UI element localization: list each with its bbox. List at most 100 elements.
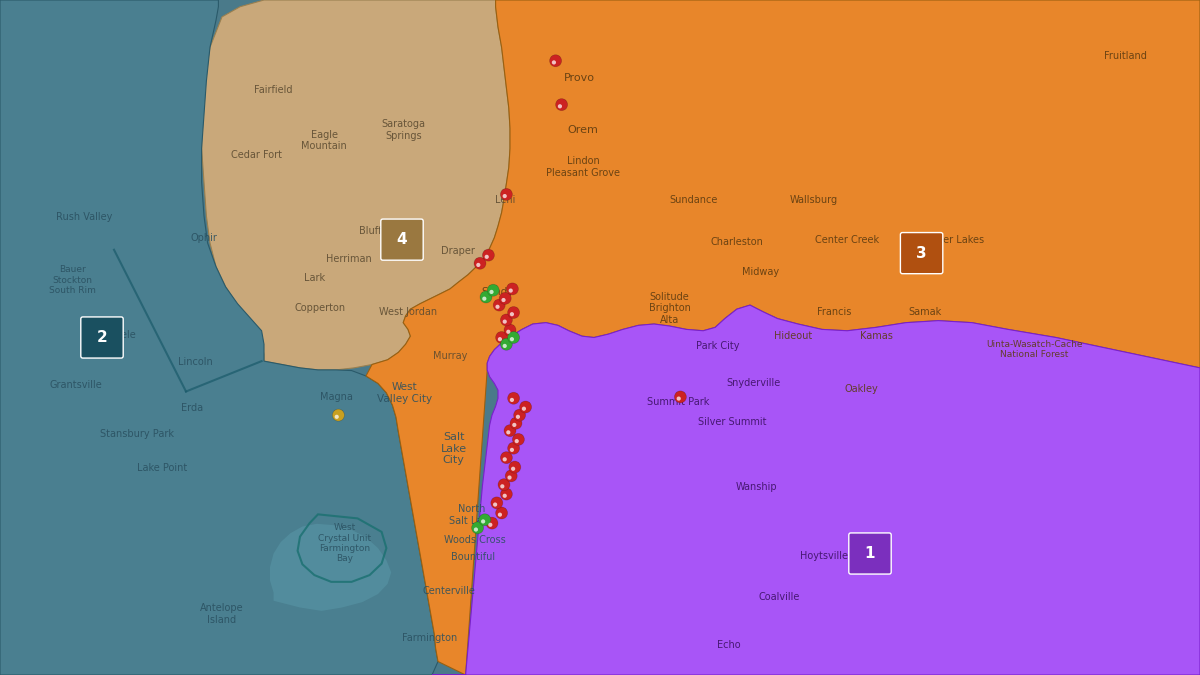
Circle shape (510, 312, 514, 317)
Ellipse shape (498, 332, 506, 334)
Text: Wanship: Wanship (736, 483, 776, 492)
Circle shape (481, 519, 485, 524)
Circle shape (514, 409, 526, 421)
Circle shape (493, 502, 497, 507)
Circle shape (522, 406, 526, 411)
Text: West
Valley City: West Valley City (377, 382, 432, 404)
Circle shape (510, 398, 514, 402)
Circle shape (490, 290, 493, 294)
Text: Summit Park: Summit Park (647, 397, 709, 406)
Text: Snyderville: Snyderville (726, 379, 781, 388)
Ellipse shape (480, 514, 490, 516)
Text: Grantsville: Grantsville (49, 380, 102, 389)
Circle shape (516, 414, 520, 419)
Text: Charleston: Charleston (710, 237, 763, 246)
Ellipse shape (552, 55, 560, 57)
Text: Erda: Erda (181, 404, 203, 413)
Text: Park City: Park City (696, 342, 739, 351)
Circle shape (502, 298, 505, 302)
Ellipse shape (487, 518, 497, 520)
Ellipse shape (510, 332, 518, 334)
Ellipse shape (502, 293, 509, 295)
Text: Herriman: Herriman (326, 254, 372, 264)
Text: Eagle
Mountain: Eagle Mountain (301, 130, 347, 151)
Ellipse shape (498, 508, 506, 510)
Circle shape (508, 442, 520, 454)
Text: Lindon: Lindon (566, 156, 600, 165)
Circle shape (512, 423, 516, 427)
Circle shape (558, 104, 562, 109)
Text: Cedar Fort: Cedar Fort (232, 151, 282, 160)
Ellipse shape (490, 285, 498, 287)
Text: Draper: Draper (442, 246, 475, 256)
Text: Wallsburg: Wallsburg (790, 196, 838, 205)
Circle shape (674, 391, 686, 403)
Ellipse shape (503, 315, 511, 317)
Circle shape (498, 337, 502, 342)
Circle shape (500, 488, 512, 500)
Text: 4: 4 (397, 232, 407, 247)
Ellipse shape (510, 393, 518, 395)
Circle shape (510, 417, 522, 429)
Text: Farmington: Farmington (402, 633, 457, 643)
Text: Provo: Provo (564, 73, 595, 82)
Text: Bauer
Stockton
South Rim: Bauer Stockton South Rim (48, 265, 96, 295)
Circle shape (508, 331, 520, 344)
Text: Copperton: Copperton (295, 303, 346, 313)
Text: Samak: Samak (908, 307, 942, 317)
Circle shape (496, 331, 508, 344)
Ellipse shape (514, 434, 523, 436)
Ellipse shape (510, 443, 518, 445)
Circle shape (509, 288, 512, 293)
Text: Sundance: Sundance (670, 196, 718, 205)
Circle shape (511, 466, 515, 471)
Text: Lehi: Lehi (496, 195, 515, 205)
Ellipse shape (503, 189, 511, 191)
Ellipse shape (492, 497, 502, 499)
Polygon shape (432, 305, 1200, 675)
Text: Tooele: Tooele (104, 331, 136, 340)
Ellipse shape (334, 410, 343, 412)
Ellipse shape (521, 402, 530, 404)
Text: Orem: Orem (568, 125, 599, 134)
Text: 1: 1 (865, 546, 875, 561)
Circle shape (499, 292, 511, 304)
Text: Salt
Lake
City: Salt Lake City (440, 432, 467, 466)
Text: Fruitland: Fruitland (1104, 51, 1147, 61)
Text: Hoytsville: Hoytsville (800, 551, 848, 560)
Polygon shape (0, 0, 438, 675)
Text: Uinta-Wasatch-Cache
National Forest: Uinta-Wasatch-Cache National Forest (986, 340, 1082, 359)
Circle shape (482, 249, 494, 261)
Circle shape (510, 448, 514, 452)
Circle shape (509, 461, 521, 473)
Text: 2: 2 (97, 330, 107, 345)
Text: Hideout: Hideout (774, 331, 812, 341)
Circle shape (486, 517, 498, 529)
Text: 3: 3 (917, 246, 926, 261)
Text: Lark: Lark (304, 273, 325, 283)
Circle shape (482, 296, 486, 301)
Circle shape (508, 475, 511, 480)
Circle shape (550, 55, 562, 67)
FancyBboxPatch shape (848, 533, 892, 574)
Circle shape (474, 257, 486, 269)
Circle shape (552, 60, 556, 65)
Polygon shape (270, 524, 391, 611)
Ellipse shape (482, 292, 491, 294)
Text: Sandy: Sandy (482, 287, 514, 296)
Circle shape (335, 414, 338, 419)
Ellipse shape (516, 410, 524, 412)
Circle shape (515, 439, 518, 443)
Circle shape (508, 392, 520, 404)
Ellipse shape (511, 462, 520, 464)
Circle shape (476, 263, 480, 267)
Circle shape (506, 329, 510, 334)
Circle shape (503, 493, 506, 498)
Circle shape (500, 484, 504, 489)
Circle shape (505, 470, 517, 482)
Polygon shape (202, 0, 510, 370)
Circle shape (474, 527, 478, 532)
Circle shape (508, 306, 520, 319)
Text: Solitude
Brighton
Alta: Solitude Brighton Alta (649, 292, 690, 325)
Text: Antelope
Island: Antelope Island (200, 603, 244, 625)
